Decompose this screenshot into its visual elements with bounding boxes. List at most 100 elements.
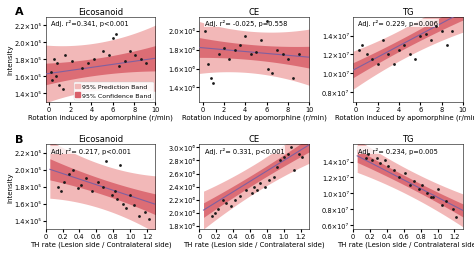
Point <box>54 62 61 66</box>
Point <box>262 185 269 189</box>
Point <box>126 49 134 53</box>
Title: CE: CE <box>249 135 260 144</box>
Point <box>135 214 142 218</box>
X-axis label: Rotation induced by apomorphine (r/min): Rotation induced by apomorphine (r/min) <box>182 114 327 120</box>
Point <box>385 164 392 168</box>
Text: Adj. r²= 0.331, p<0.001: Adj. r²= 0.331, p<0.001 <box>205 147 284 154</box>
Point <box>356 49 363 53</box>
Point <box>276 159 283 163</box>
Point <box>116 164 124 168</box>
Point <box>373 156 381 160</box>
Point <box>279 53 286 57</box>
Point <box>406 53 413 57</box>
Point <box>448 30 456 34</box>
Point <box>53 75 60 79</box>
Title: TG: TG <box>402 135 414 144</box>
Point <box>452 215 460 219</box>
Point <box>284 152 292 156</box>
Point <box>131 54 139 58</box>
Point <box>256 182 264 186</box>
Point <box>74 186 82 190</box>
Point <box>88 189 96 193</box>
Point <box>252 50 260 54</box>
Point <box>253 188 261 192</box>
Point <box>114 198 121 202</box>
X-axis label: Rotation induced by apomorphine (r/min): Rotation induced by apomorphine (r/min) <box>28 114 173 120</box>
Point <box>368 158 375 162</box>
Point <box>299 155 306 160</box>
Point <box>112 33 120 37</box>
Point <box>208 214 216 218</box>
Point <box>84 62 92 66</box>
Point <box>219 198 227 202</box>
Point <box>257 39 265 43</box>
Title: Eicosanoid: Eicosanoid <box>78 8 123 17</box>
Point <box>427 39 435 43</box>
Point <box>145 217 153 221</box>
Point <box>268 72 276 76</box>
Title: Eicosanoid: Eicosanoid <box>78 135 123 144</box>
Point <box>100 185 107 189</box>
Text: Adj. r²=0.341, p<0.001: Adj. r²=0.341, p<0.001 <box>51 20 129 27</box>
Point <box>295 152 303 156</box>
Point <box>50 58 58 62</box>
Point <box>119 202 127 206</box>
Point <box>220 46 228 51</box>
Point <box>109 37 117 41</box>
Point <box>376 162 384 166</box>
Point <box>248 191 255 195</box>
Point <box>223 201 230 205</box>
Point <box>295 53 302 57</box>
Point <box>273 49 281 53</box>
Point <box>411 58 419 62</box>
Point <box>287 146 294 150</box>
Y-axis label: Intensity: Intensity <box>7 45 13 75</box>
Point <box>201 30 209 34</box>
Point <box>396 176 403 180</box>
Point <box>390 62 397 67</box>
Point <box>415 187 423 192</box>
Point <box>410 180 418 184</box>
Point <box>363 53 371 57</box>
Text: Adj. r²= 0.229, p=0.006: Adj. r²= 0.229, p=0.006 <box>358 20 438 27</box>
Point <box>228 204 235 208</box>
Point <box>358 44 365 48</box>
Point <box>381 158 389 162</box>
Point <box>284 58 292 62</box>
Text: Adj. r²= -0.025, p=0.558: Adj. r²= -0.025, p=0.558 <box>205 20 287 27</box>
Point <box>121 59 128 64</box>
Point <box>78 66 86 70</box>
Point <box>231 198 238 202</box>
Point <box>214 208 222 212</box>
Point <box>273 165 281 169</box>
Point <box>100 49 107 53</box>
Point <box>438 203 446 208</box>
Point <box>137 58 145 62</box>
X-axis label: Rotation induced by apomorphine (r/min): Rotation induced by apomorphine (r/min) <box>336 114 474 120</box>
Point <box>407 184 414 188</box>
Point <box>379 39 387 43</box>
Point <box>69 59 76 64</box>
Point <box>48 79 56 83</box>
Point <box>65 172 73 176</box>
Point <box>401 44 408 48</box>
Point <box>105 54 112 58</box>
Point <box>69 168 76 172</box>
Point <box>122 206 130 210</box>
Point <box>264 67 272 71</box>
Point <box>94 181 102 185</box>
Point <box>270 175 277 179</box>
Text: A: A <box>15 7 24 18</box>
Point <box>142 210 149 214</box>
Point <box>225 58 233 62</box>
Point <box>130 203 138 208</box>
Point <box>211 211 219 215</box>
Point <box>395 49 402 53</box>
Point <box>57 189 64 193</box>
Point <box>210 81 217 85</box>
Point <box>127 193 134 197</box>
Point <box>374 62 381 67</box>
Point <box>77 183 85 187</box>
Point <box>265 178 273 182</box>
Y-axis label: Intensity: Intensity <box>7 172 13 202</box>
